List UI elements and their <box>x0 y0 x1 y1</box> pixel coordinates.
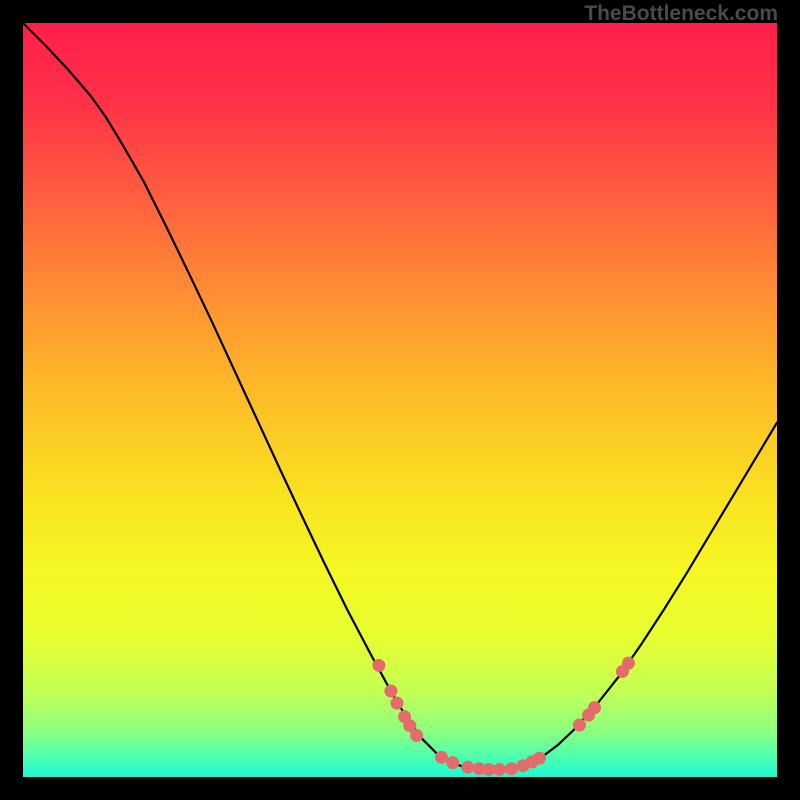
data-marker <box>446 756 459 769</box>
data-marker <box>461 761 474 774</box>
data-marker <box>505 762 518 775</box>
plot-area <box>23 23 777 777</box>
data-marker <box>435 751 448 764</box>
gradient-background <box>23 23 777 777</box>
data-marker <box>533 752 546 765</box>
data-marker <box>410 729 423 742</box>
data-marker <box>384 685 397 698</box>
chart-svg <box>23 23 777 777</box>
chart-container: TheBottleneck.com <box>0 0 800 800</box>
data-marker <box>493 763 506 776</box>
data-marker <box>390 697 403 710</box>
data-marker <box>622 657 635 670</box>
data-marker <box>573 718 586 731</box>
data-marker <box>372 659 385 672</box>
data-marker <box>588 701 601 714</box>
